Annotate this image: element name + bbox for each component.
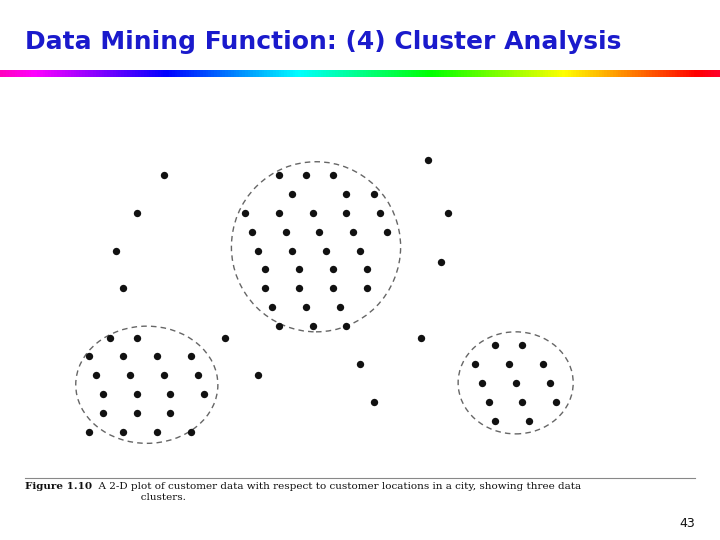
Point <box>314 227 325 236</box>
Point <box>551 397 562 406</box>
Point <box>341 190 352 198</box>
Point <box>490 416 501 425</box>
Point <box>422 156 433 164</box>
Point <box>442 208 454 217</box>
Point <box>483 397 495 406</box>
Point <box>117 428 129 436</box>
Point <box>293 265 305 274</box>
Point <box>266 303 278 312</box>
Point <box>124 371 135 380</box>
Point <box>320 246 332 255</box>
Point <box>165 409 176 417</box>
Point <box>503 360 515 368</box>
Point <box>327 265 338 274</box>
Point <box>253 246 264 255</box>
Point <box>476 379 487 387</box>
Point <box>111 246 122 255</box>
Point <box>151 352 163 361</box>
Point <box>192 371 203 380</box>
Point <box>334 303 346 312</box>
Point <box>185 352 197 361</box>
Point <box>185 428 197 436</box>
Point <box>382 227 393 236</box>
Point <box>117 284 129 293</box>
Point <box>239 208 251 217</box>
Point <box>84 352 95 361</box>
Point <box>354 360 366 368</box>
Point <box>131 208 143 217</box>
Point <box>307 208 318 217</box>
Point <box>158 171 169 179</box>
Point <box>117 352 129 361</box>
Point <box>307 322 318 330</box>
Text: Data Mining Function: (4) Cluster Analysis: Data Mining Function: (4) Cluster Analys… <box>25 30 621 53</box>
Point <box>131 390 143 399</box>
Point <box>361 284 372 293</box>
Point <box>287 190 298 198</box>
Point <box>368 190 379 198</box>
Point <box>436 258 447 266</box>
Point <box>104 333 115 342</box>
Point <box>517 397 528 406</box>
Point <box>300 303 312 312</box>
Point <box>287 246 298 255</box>
Point <box>90 371 102 380</box>
Point <box>131 409 143 417</box>
Point <box>300 171 312 179</box>
Point <box>415 333 427 342</box>
Point <box>361 265 372 274</box>
Point <box>259 284 271 293</box>
Text: A 2-D plot of customer data with respect to customer locations in a city, showin: A 2-D plot of customer data with respect… <box>92 482 581 502</box>
Point <box>469 360 481 368</box>
Point <box>517 341 528 349</box>
Text: 43: 43 <box>679 517 695 530</box>
Point <box>131 333 143 342</box>
Point <box>341 208 352 217</box>
Point <box>253 371 264 380</box>
Point <box>537 360 549 368</box>
Point <box>199 390 210 399</box>
Point <box>273 208 284 217</box>
Point <box>341 322 352 330</box>
Point <box>97 409 109 417</box>
Point <box>158 371 169 380</box>
Point <box>348 227 359 236</box>
Point <box>165 390 176 399</box>
Point <box>273 171 284 179</box>
Point <box>84 428 95 436</box>
Text: Figure 1.10: Figure 1.10 <box>25 482 92 491</box>
Point <box>354 246 366 255</box>
Point <box>219 333 230 342</box>
Point <box>374 208 386 217</box>
Point <box>151 428 163 436</box>
Point <box>259 265 271 274</box>
Point <box>246 227 258 236</box>
Point <box>293 284 305 293</box>
Point <box>97 390 109 399</box>
Point <box>327 284 338 293</box>
Point <box>490 341 501 349</box>
Point <box>544 379 555 387</box>
Point <box>368 397 379 406</box>
Point <box>280 227 292 236</box>
Point <box>273 322 284 330</box>
Point <box>523 416 535 425</box>
Point <box>510 379 521 387</box>
Point <box>327 171 338 179</box>
